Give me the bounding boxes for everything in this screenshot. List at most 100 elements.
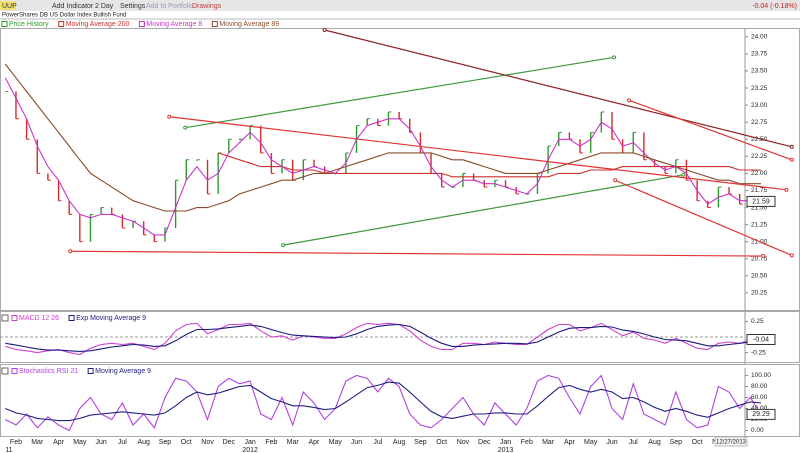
x-tick-label: Oct — [692, 439, 703, 446]
legend-checkbox — [138, 21, 145, 27]
y-tick-label: 0.25 — [751, 318, 764, 325]
legend-label: Moving Average 200 — [66, 21, 130, 28]
y-tick-label: 22.50 — [751, 136, 768, 143]
legend-checkbox — [58, 21, 65, 27]
trend-handle — [322, 28, 327, 32]
y-tick-label: 0.00 — [751, 427, 764, 434]
y-tick-label: 20.75 — [751, 255, 768, 262]
trend-handle — [613, 178, 618, 183]
y-tick-label: 100.00 — [751, 372, 771, 379]
y-tick-label: 22.00 — [751, 170, 768, 177]
current-value-box — [746, 408, 776, 420]
trend-handle — [612, 55, 617, 60]
y-tick-label: 60.00 — [751, 394, 768, 401]
trend-line — [185, 56, 615, 129]
trend-line — [70, 250, 764, 257]
trend-line — [169, 116, 787, 191]
y-tick-label: 24.00 — [751, 34, 768, 41]
y-tick-label: 20.50 — [751, 273, 768, 280]
x-tick-label: Dec — [478, 439, 491, 446]
trend-line — [614, 179, 793, 256]
current-value-box — [746, 195, 776, 207]
series-line — [5, 323, 762, 352]
legend-label: MACD 12 26 — [19, 315, 59, 322]
x-tick-label: Jul — [629, 439, 638, 446]
legend-label: Moving Average 89 — [219, 21, 279, 28]
legend-checkbox — [211, 21, 218, 27]
series-line — [4, 77, 761, 236]
add-to-portfolio[interactable]: Add to Portfolio — [146, 3, 194, 10]
trend-handle — [167, 114, 172, 119]
x-tick-label: May — [329, 439, 343, 446]
x-tick-label: Oct — [436, 439, 447, 446]
legend-label: Moving Average 8 — [146, 21, 202, 28]
interval[interactable]: 2 Day — [95, 3, 114, 10]
x-tick-label: Sep — [670, 439, 683, 446]
legend-checkbox — [68, 315, 75, 321]
panel-close — [1, 314, 9, 322]
x-tick-label: Sep — [159, 439, 172, 446]
y-tick-label: 21.25 — [751, 221, 768, 228]
x-tick-label: Dec — [223, 439, 236, 446]
y-tick-label: 23.75 — [751, 51, 768, 58]
x-tick-label: Jul — [373, 439, 382, 446]
legend-label: Stochastics RSI 21 — [19, 368, 78, 375]
x-tick-label: Sep — [414, 439, 427, 446]
y-tick-label: 40.00 — [751, 405, 768, 412]
trend-handle — [789, 253, 794, 258]
x-year-label: 2013 — [498, 447, 514, 453]
y-tick-label: -0.25 — [751, 349, 766, 356]
x-tick-label: Apr — [564, 439, 576, 446]
series-line — [5, 322, 762, 356]
x-tick-label: Feb — [10, 439, 22, 446]
trend-handle — [183, 125, 188, 130]
cursor-date-box — [714, 436, 748, 447]
y-tick-label: 22.75 — [751, 119, 768, 126]
drawings[interactable]: Drawings — [192, 3, 222, 10]
y-tick-label: 21.75 — [751, 187, 768, 194]
legend-checkbox — [1, 21, 8, 27]
symbol-box — [0, 1, 16, 10]
trend-handle — [789, 144, 794, 149]
symbol[interactable]: UUP — [2, 3, 17, 10]
current-value-box — [746, 334, 776, 345]
legend-checkbox — [87, 368, 94, 374]
legend-label: Moving Average 9 — [95, 368, 151, 375]
panel-close — [1, 367, 9, 375]
x-tick-label: May — [73, 439, 87, 446]
x-tick-label: Jun — [351, 439, 362, 446]
trend-handle — [761, 254, 766, 259]
series-line — [5, 374, 762, 432]
series-line — [218, 152, 761, 178]
price-change: -0.04 (-0.18%) — [752, 3, 797, 10]
current-value: -0.04 — [753, 336, 769, 343]
x-tick-label: Feb — [265, 439, 277, 446]
trend-line — [324, 29, 792, 148]
trend-handle — [68, 249, 73, 254]
x-tick-label: Mar — [542, 439, 555, 446]
toolbar — [0, 0, 800, 11]
legend-label: Price History — [9, 21, 49, 28]
chart-title: PowerShares DB US Dollar Index Bullish F… — [2, 13, 126, 19]
legend-checkbox — [11, 368, 18, 374]
x-tick-label: Nov — [457, 439, 470, 446]
trend-line — [628, 99, 793, 161]
y-tick-label: 23.00 — [751, 102, 768, 109]
trend-handle — [681, 172, 686, 177]
series-line — [4, 63, 761, 212]
y-tick-label: 20.25 — [751, 290, 768, 297]
x-tick-label: Jun — [95, 439, 106, 446]
legend-checkbox — [11, 315, 18, 321]
settings[interactable]: Settings — [120, 3, 146, 10]
x-tick-label: Aug — [393, 439, 406, 446]
series-line — [5, 381, 762, 422]
add-indicator[interactable]: Add Indicator — [52, 3, 94, 10]
y-tick-label: 23.25 — [751, 85, 768, 92]
x-tick-label: Feb — [521, 439, 533, 446]
x-tick-label: Jun — [606, 439, 617, 446]
trend-line — [282, 174, 684, 246]
x-tick-label: Mar — [287, 439, 300, 446]
current-value: 21.59 — [752, 198, 770, 205]
y-tick-label: 23.50 — [751, 68, 768, 75]
